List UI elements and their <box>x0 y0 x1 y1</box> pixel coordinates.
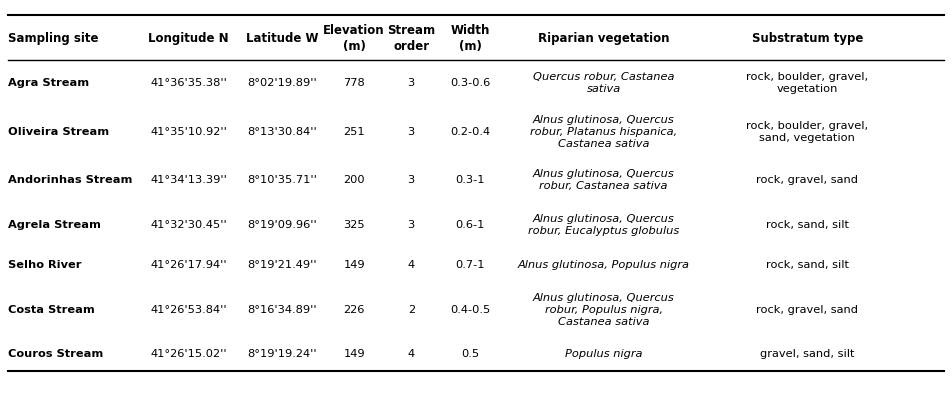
Text: 149: 149 <box>344 348 365 358</box>
Text: Elevation
(m): Elevation (m) <box>324 24 385 53</box>
Text: 200: 200 <box>344 175 365 185</box>
Text: 0.7-1: 0.7-1 <box>456 259 485 269</box>
Text: 8°19'19.24'': 8°19'19.24'' <box>247 348 317 358</box>
Text: Stream
order: Stream order <box>387 24 435 53</box>
Text: 2: 2 <box>407 304 415 314</box>
Text: rock, boulder, gravel,
vegetation: rock, boulder, gravel, vegetation <box>746 72 868 94</box>
Text: 0.4-0.5: 0.4-0.5 <box>450 304 490 314</box>
Text: Width
(m): Width (m) <box>450 24 490 53</box>
Text: rock, sand, silt: rock, sand, silt <box>765 259 849 269</box>
Text: 8°02'19.89'': 8°02'19.89'' <box>247 78 317 88</box>
Text: rock, gravel, sand: rock, gravel, sand <box>756 175 859 185</box>
Text: 8°19'21.49'': 8°19'21.49'' <box>247 259 317 269</box>
Text: Latitude W: Latitude W <box>246 32 318 45</box>
Text: Substratum type: Substratum type <box>752 32 863 45</box>
Text: 3: 3 <box>407 175 415 185</box>
Text: rock, gravel, sand: rock, gravel, sand <box>756 304 859 314</box>
Text: 41°26'17.94'': 41°26'17.94'' <box>150 259 227 269</box>
Text: 251: 251 <box>344 126 365 136</box>
Text: 778: 778 <box>344 78 365 88</box>
Text: 8°13'30.84'': 8°13'30.84'' <box>247 126 317 136</box>
Text: gravel, sand, silt: gravel, sand, silt <box>760 348 855 358</box>
Text: Alnus glutinosa, Quercus
robur, Platanus hispanica,
Castanea sativa: Alnus glutinosa, Quercus robur, Platanus… <box>530 115 677 148</box>
Text: Alnus glutinosa, Quercus
robur, Castanea sativa: Alnus glutinosa, Quercus robur, Castanea… <box>533 169 674 191</box>
Text: Alnus glutinosa, Quercus
robur, Populus nigra,
Castanea sativa: Alnus glutinosa, Quercus robur, Populus … <box>533 292 674 326</box>
Text: Andorinhas Stream: Andorinhas Stream <box>8 175 132 185</box>
Text: Riparian vegetation: Riparian vegetation <box>538 32 669 45</box>
Text: 41°36'35.38'': 41°36'35.38'' <box>150 78 227 88</box>
Text: Alnus glutinosa, Quercus
robur, Eucalyptus globulus: Alnus glutinosa, Quercus robur, Eucalypt… <box>528 213 679 235</box>
Text: Selho River: Selho River <box>8 259 81 269</box>
Text: 8°19'09.96'': 8°19'09.96'' <box>247 219 317 229</box>
Text: Costa Stream: Costa Stream <box>8 304 94 314</box>
Text: 41°32'30.45'': 41°32'30.45'' <box>150 219 227 229</box>
Text: 325: 325 <box>344 219 365 229</box>
Text: 4: 4 <box>407 348 415 358</box>
Text: Oliveira Stream: Oliveira Stream <box>8 126 109 136</box>
Text: Populus nigra: Populus nigra <box>565 348 643 358</box>
Text: Sampling site: Sampling site <box>8 32 98 45</box>
Text: 0.2-0.4: 0.2-0.4 <box>450 126 490 136</box>
Text: 3: 3 <box>407 78 415 88</box>
Text: Alnus glutinosa, Populus nigra: Alnus glutinosa, Populus nigra <box>518 259 689 269</box>
Text: 3: 3 <box>407 126 415 136</box>
Text: 41°34'13.39'': 41°34'13.39'' <box>150 175 227 185</box>
Text: 3: 3 <box>407 219 415 229</box>
Text: Longitude N: Longitude N <box>149 32 228 45</box>
Text: 8°16'34.89'': 8°16'34.89'' <box>247 304 317 314</box>
Text: 41°26'53.84'': 41°26'53.84'' <box>150 304 227 314</box>
Text: 41°35'10.92'': 41°35'10.92'' <box>150 126 227 136</box>
Text: 0.3-1: 0.3-1 <box>456 175 485 185</box>
Text: Quercus robur, Castanea
sativa: Quercus robur, Castanea sativa <box>533 72 674 94</box>
Text: 149: 149 <box>344 259 365 269</box>
Text: Agrela Stream: Agrela Stream <box>8 219 101 229</box>
Text: 226: 226 <box>344 304 365 314</box>
Text: 4: 4 <box>407 259 415 269</box>
Text: 0.5: 0.5 <box>461 348 480 358</box>
Text: 8°10'35.71'': 8°10'35.71'' <box>247 175 317 185</box>
Text: rock, boulder, gravel,
sand, vegetation: rock, boulder, gravel, sand, vegetation <box>746 120 868 142</box>
Text: 41°26'15.02'': 41°26'15.02'' <box>150 348 227 358</box>
Text: 0.6-1: 0.6-1 <box>456 219 485 229</box>
Text: Agra Stream: Agra Stream <box>8 78 89 88</box>
Text: rock, sand, silt: rock, sand, silt <box>765 219 849 229</box>
Text: 0.3-0.6: 0.3-0.6 <box>450 78 490 88</box>
Text: Couros Stream: Couros Stream <box>8 348 103 358</box>
